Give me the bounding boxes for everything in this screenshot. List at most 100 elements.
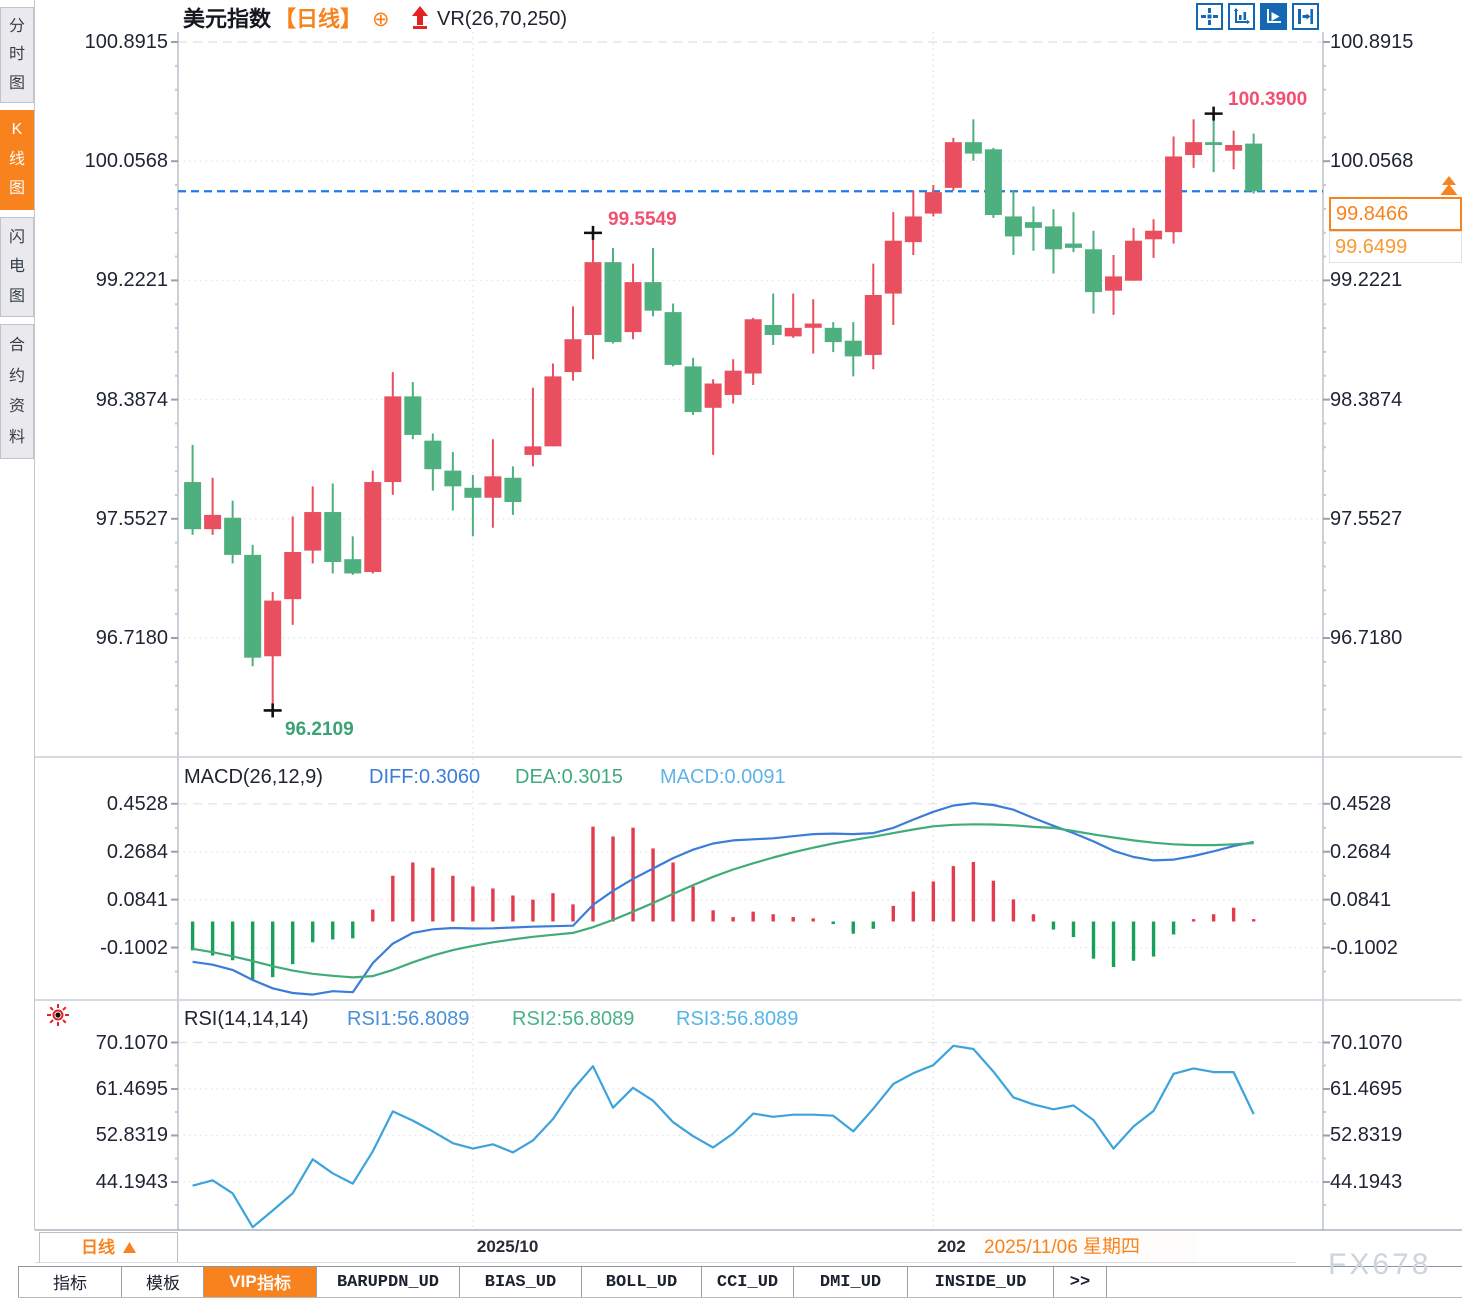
candle-down [1044,209,1062,274]
range-low-label: 96.2109 [285,719,354,740]
sidebar-tab-char [9,17,25,36]
cjk-glyph [318,7,340,29]
price-axis-label-left: 96.7180 [95,627,168,649]
indicator-settings-icon[interactable] [46,1003,70,1032]
bottom-tab-6[interactable]: BOLL_UD [582,1267,702,1297]
sidebar-tab-2[interactable]: K [0,110,34,210]
sidebar-tab-char [9,428,25,447]
candle-up [744,317,762,385]
bottom-tab-5[interactable]: BIAS_UD [460,1267,582,1297]
price-axis-label-right: 52.8319 [1330,1124,1403,1147]
price-axis-label-left: 0.2684 [106,840,168,863]
bottom-tab-8[interactable]: DMI_UD [794,1267,908,1297]
price-axis-label-right: 96.7180 [1330,627,1403,649]
cjk-glyph [205,8,227,29]
cjk-glyph [9,367,24,383]
symbol-title [183,6,271,32]
cjk-glyph [9,18,25,33]
rsi1-value: RSI1:56.8089 [347,1008,470,1030]
cjk-glyph [83,1239,96,1254]
bottom-tab-3[interactable]: VIP [204,1267,317,1297]
bottom-tab-1[interactable] [18,1267,122,1297]
pointer-chart-icon-button[interactable] [1260,3,1287,30]
candle-up [204,477,222,535]
cjk-glyph [98,1237,115,1255]
candle-down [664,303,682,367]
candle-up [804,299,822,354]
price-axis-label-left: -0.1002 [100,936,168,959]
candle-down [444,452,462,511]
rsi2-value: RSI2:56.8089 [512,1008,635,1030]
candle-up [624,263,642,340]
candle-down [464,474,482,537]
candle-down [764,293,782,345]
candle-up [564,306,582,381]
sidebar-tab-char [9,179,25,198]
sidebar-tab-char [9,287,25,306]
candlestick-series [184,113,1263,711]
cjk-glyph [146,1274,162,1290]
candle-up [1105,254,1123,315]
macd-title: MACD(26,12,9) [184,766,323,788]
candle-up [904,190,922,255]
price-axis-label-left: 99.2221 [95,269,168,292]
cjk-glyph [9,150,25,166]
latest-price-marker [1440,176,1458,195]
axes-chart-icon-button[interactable] [1228,3,1255,30]
crosshair-move-icon-button[interactable] [1196,3,1223,30]
candle-up [284,516,302,625]
candle-down [404,382,422,440]
sidebar-tab-1[interactable] [0,7,34,103]
cjk-glyph [10,288,24,303]
bottom-tab-9[interactable]: INSIDE_UD [908,1267,1054,1297]
macd-dea-value: DEA:0.3015 [515,766,623,788]
candle-up [584,232,602,360]
sidebar-tab-3[interactable] [0,217,34,317]
price-axis-label-right: 98.3874 [1330,388,1403,411]
bottom-tab-4[interactable]: BARUPDN_UD [317,1267,460,1297]
price-axis-label-right: 100.8915 [1330,31,1414,53]
candle-up [924,185,942,217]
price-axis-label-left: 0.0841 [106,888,168,911]
price-axis-label-right: 70.1070 [1330,1031,1403,1054]
rsi-title: RSI(14,14,14) [184,1008,309,1030]
price-axis-label-left: 97.5527 [95,507,168,530]
sidebar-tab-char [9,397,25,416]
date-axis-tick-label: 2025/10 [476,1237,539,1256]
secondary-price-box: 99.6499 [1329,231,1462,263]
candle-down [184,444,202,535]
sidebar-tab-char [9,45,25,64]
rsi3-value: RSI3:56.8089 [676,1008,799,1030]
candle-down [684,357,702,415]
red-up-arrow-icon [409,5,431,36]
candle-up [784,293,802,338]
bottom-tab-10[interactable]: >> [1054,1267,1107,1297]
candle-up [884,212,902,325]
current-date-label: 2025/11/06 [980,1233,1197,1262]
price-axis-label-left: 44.1943 [95,1170,168,1193]
bottom-tab-2[interactable] [122,1267,204,1297]
price-axis-label-right: 0.2684 [1330,840,1392,863]
cjk-glyph [299,8,315,28]
candle-up [484,439,502,528]
cjk-glyph [227,7,249,29]
price-axis-label-right: 61.4695 [1330,1077,1403,1100]
candle-down [1205,113,1223,173]
sidebar-tab-4[interactable] [0,324,34,459]
candle-down [424,433,442,491]
bottom-tab-7[interactable]: CCI_UD [702,1267,794,1297]
candle-down [964,119,982,161]
target-circle-icon[interactable]: ⊕ [372,8,390,31]
cjk-glyph [10,180,24,195]
candle-down [824,322,842,353]
panel-expand-icon-button[interactable] [1292,3,1319,30]
price-axis-label-right: 44.1943 [1330,1170,1403,1193]
current-price-box: 99.8466 [1329,197,1462,231]
period-selector-button[interactable] [39,1232,178,1263]
candle-down [844,322,862,377]
vr-indicator-title: VR(26,70,250) [437,8,568,30]
cjk-glyph [9,336,25,352]
price-axis-label-right: 99.2221 [1330,269,1403,292]
